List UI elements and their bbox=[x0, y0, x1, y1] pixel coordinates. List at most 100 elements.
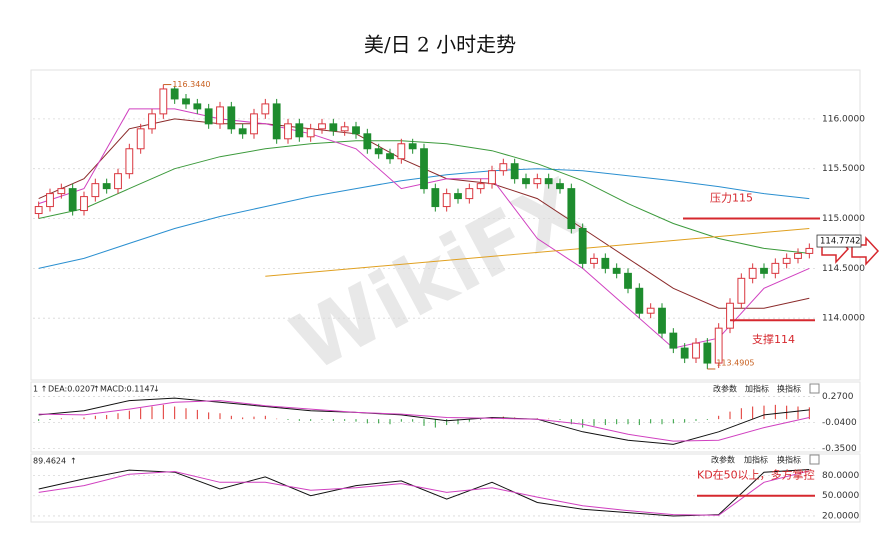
y-tick-label: 80.0000 bbox=[822, 471, 859, 481]
candle-body bbox=[306, 128, 315, 138]
candle-body bbox=[431, 188, 440, 208]
candle-body bbox=[533, 178, 542, 185]
y-tick-label: 115.0000 bbox=[822, 214, 865, 224]
candle-body bbox=[193, 103, 202, 110]
candle-body bbox=[476, 183, 485, 190]
tool-button[interactable]: 改参数 bbox=[713, 384, 737, 394]
tool-button[interactable]: 加指标 bbox=[745, 384, 769, 394]
candle-body bbox=[703, 342, 712, 364]
candle-body bbox=[646, 307, 655, 314]
kd-panel-frame bbox=[30, 453, 861, 523]
candle-body bbox=[397, 143, 406, 160]
macd-label: MACD:0.1147 bbox=[100, 385, 155, 394]
candle-body bbox=[136, 128, 145, 150]
indicator-line bbox=[38, 140, 810, 254]
candle-body bbox=[80, 196, 88, 212]
y-tick-label: 114.5000 bbox=[822, 264, 865, 274]
candle-body bbox=[238, 128, 247, 135]
y-tick-label: 115.5000 bbox=[822, 164, 865, 174]
y-tick-label: -0.0400 bbox=[822, 418, 857, 428]
candle-body bbox=[499, 163, 508, 172]
macd-panel-frame bbox=[30, 381, 861, 453]
y-tick-label: -0.3500 bbox=[822, 444, 857, 454]
candle-body bbox=[794, 252, 802, 259]
tool-button[interactable]: 加指标 bbox=[744, 455, 768, 465]
candle-body bbox=[250, 113, 258, 135]
candle-body bbox=[363, 133, 372, 150]
candle-body bbox=[726, 302, 734, 329]
candle-body bbox=[182, 98, 190, 105]
candle-body bbox=[658, 307, 666, 334]
arrow: ↑ bbox=[93, 385, 100, 394]
candle-body bbox=[34, 206, 43, 215]
candle-body bbox=[374, 148, 383, 155]
candle-body bbox=[114, 173, 122, 190]
candle-body bbox=[578, 227, 587, 264]
main-panel-frame bbox=[30, 69, 861, 381]
low-label: 113.4905 bbox=[716, 358, 754, 367]
candle-body bbox=[46, 193, 54, 208]
candle-body bbox=[782, 257, 791, 264]
candle-body bbox=[692, 342, 700, 359]
candle-body bbox=[68, 188, 77, 212]
indicator-line bbox=[265, 228, 810, 277]
candle-body bbox=[624, 272, 632, 289]
candle-body bbox=[454, 193, 462, 200]
y-tick-label: 20.0000 bbox=[822, 511, 859, 521]
candle-body bbox=[125, 148, 134, 175]
indicator-line bbox=[38, 400, 810, 442]
candle-body bbox=[590, 257, 598, 264]
y-tick-label: 0.2700 bbox=[822, 392, 854, 402]
y-tick-label: 114.0000 bbox=[822, 314, 865, 324]
candle-body bbox=[544, 178, 553, 185]
candle-body bbox=[510, 163, 519, 180]
candle-body bbox=[284, 123, 292, 140]
candle-body bbox=[272, 103, 281, 140]
arrow: ↑ bbox=[70, 457, 77, 466]
candle-body bbox=[420, 148, 428, 190]
candle-body bbox=[465, 188, 474, 200]
candle-body bbox=[386, 153, 394, 160]
high-label: 116.3440 bbox=[172, 80, 210, 89]
y-tick-label: 50.0000 bbox=[822, 491, 859, 501]
candle-body bbox=[714, 327, 723, 364]
last-price-label: 114.7742 bbox=[820, 237, 861, 247]
candle-body bbox=[159, 88, 168, 115]
candle-body bbox=[805, 247, 814, 254]
tool-button[interactable]: 换指标 bbox=[777, 455, 801, 465]
candle-body bbox=[771, 262, 780, 274]
candle-body bbox=[635, 287, 644, 314]
candle-body bbox=[102, 183, 111, 190]
candle-body bbox=[680, 347, 689, 359]
chart-title: 美/日 2 小时走势 bbox=[364, 33, 516, 57]
dea-label: DEA:0.0207 bbox=[48, 385, 95, 394]
candle-body bbox=[601, 257, 610, 269]
candle-body bbox=[91, 183, 100, 198]
close-button[interactable] bbox=[809, 383, 820, 394]
candle-body bbox=[295, 123, 304, 138]
kd-value: 89.4624 bbox=[33, 457, 66, 466]
tool-button[interactable]: 改参数 bbox=[711, 455, 735, 465]
candle-body bbox=[216, 106, 224, 125]
tool-button[interactable]: 换指标 bbox=[777, 384, 801, 394]
annotation-label: 支撑114 bbox=[752, 332, 795, 346]
candle-body bbox=[227, 106, 236, 130]
arrow: ↓ bbox=[153, 385, 160, 394]
indicator-line bbox=[38, 397, 810, 445]
toolbar: 改参数 加指标 换指标 改参数 加指标 换指标 bbox=[711, 383, 820, 465]
candle-body bbox=[669, 332, 678, 349]
candle-body bbox=[760, 267, 768, 274]
y-tick-label: 116.0000 bbox=[822, 114, 865, 124]
candle-body bbox=[318, 123, 326, 130]
indicator-line bbox=[38, 470, 810, 516]
candle-body bbox=[567, 188, 576, 229]
candle-body bbox=[329, 123, 338, 132]
candle-body bbox=[408, 143, 417, 150]
candle-body bbox=[556, 183, 564, 190]
candle-body bbox=[748, 267, 757, 279]
close-button[interactable] bbox=[809, 454, 820, 465]
candle-body bbox=[352, 126, 360, 135]
candle-body bbox=[522, 178, 530, 185]
